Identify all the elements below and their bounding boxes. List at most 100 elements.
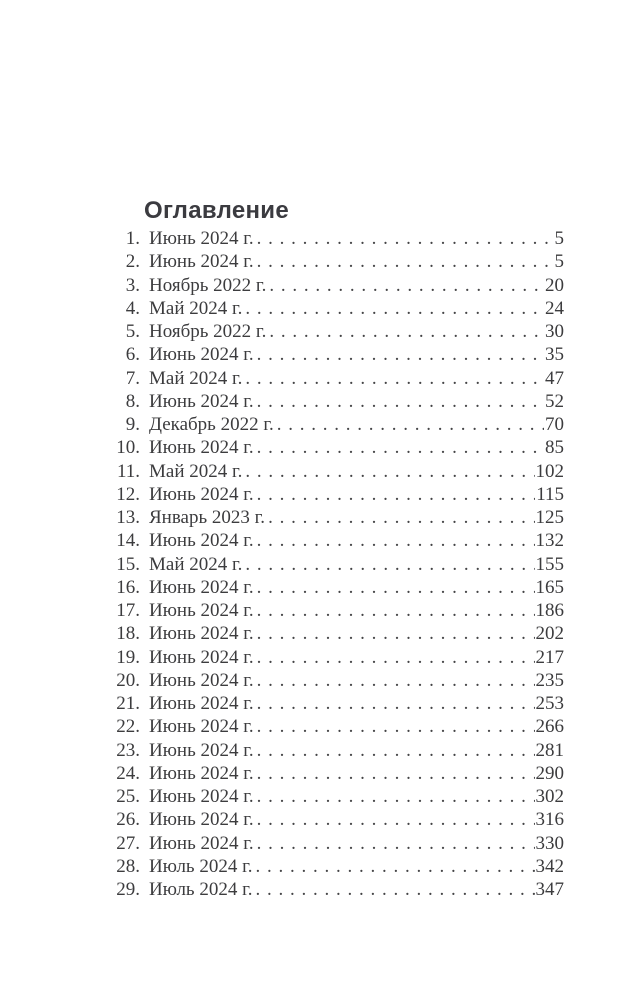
toc-entry: 7. Май 2024 г. 47 xyxy=(103,368,564,391)
toc-entry-label: Июнь 2024 г. xyxy=(149,646,254,668)
toc-entry-number: 3. xyxy=(125,274,140,296)
toc-entry-number: 17. xyxy=(116,600,140,621)
toc-entry-page: 85 xyxy=(545,437,564,459)
toc-entry-label: Июнь 2024 г. xyxy=(149,483,254,505)
toc-entry-page: 316 xyxy=(535,809,565,831)
toc-entry-number: 1. xyxy=(125,228,140,249)
toc-entry-page: 125 xyxy=(535,507,565,528)
dot-leader xyxy=(257,530,535,552)
toc-entry-number: 29. xyxy=(116,879,140,900)
dot-leader xyxy=(257,809,535,831)
toc-entry: 27. Июнь 2024 г. 330 xyxy=(103,833,564,856)
toc-entry: 2. Июнь 2024 г. 5 xyxy=(103,251,564,274)
toc-entry-page: 30 xyxy=(545,321,564,342)
toc-entry-label: Июнь 2024 г. xyxy=(149,390,254,412)
toc-entry-page: 186 xyxy=(535,600,565,621)
toc-entry-page: 235 xyxy=(535,669,565,691)
toc-entry: 21. Июнь 2024 г. 253 xyxy=(103,693,564,716)
toc-entry-label: Июнь 2024 г. xyxy=(149,530,254,552)
dot-leader xyxy=(257,391,544,413)
toc-entry: 8. Июнь 2024 г. 52 xyxy=(103,391,564,414)
toc-entry-page: 281 xyxy=(535,739,565,761)
toc-entry: 24. Июнь 2024 г. 290 xyxy=(103,763,564,786)
dot-leader xyxy=(257,833,535,855)
toc-entry-label: Июнь 2024 г. xyxy=(149,576,254,598)
dot-leader xyxy=(269,321,544,343)
toc-entry-page: 24 xyxy=(545,297,564,319)
dot-leader xyxy=(245,461,534,483)
toc-entry: 1. Июнь 2024 г. 5 xyxy=(103,228,564,251)
dot-leader xyxy=(256,879,535,901)
toc-entry-label: Июнь 2024 г. xyxy=(149,437,254,459)
dot-leader xyxy=(257,437,544,459)
toc-entry: 5. Ноябрь 2022 г. 30 xyxy=(103,321,564,344)
toc-entry: 12. Июнь 2024 г. 115 xyxy=(103,484,564,507)
toc-entry: 10. Июнь 2024 г. 85 xyxy=(103,437,564,460)
toc-entry-number: 14. xyxy=(116,530,140,552)
toc-entry-page: 302 xyxy=(535,786,565,807)
toc-entry-number: 7. xyxy=(125,367,140,389)
dot-leader xyxy=(257,716,535,738)
dot-leader xyxy=(257,484,536,506)
toc-entry-number: 13. xyxy=(116,507,140,528)
toc-entry: 15. Май 2024 г. 155 xyxy=(103,554,564,577)
toc-entry-page: 330 xyxy=(535,832,565,854)
toc-entry-page: 132 xyxy=(535,530,565,552)
toc-entry-label: Июнь 2024 г. xyxy=(149,832,254,854)
dot-leader xyxy=(257,647,535,669)
toc-entry-page: 217 xyxy=(535,646,565,668)
toc-entry-number: 5. xyxy=(125,321,140,342)
toc-entry-number: 24. xyxy=(116,762,140,784)
dot-leader xyxy=(245,298,544,320)
toc-entry-number: 2. xyxy=(125,251,140,273)
toc-entry: 19. Июнь 2024 г. 217 xyxy=(103,647,564,670)
dot-leader xyxy=(257,251,554,273)
toc-entry-label: Май 2024 г. xyxy=(149,553,243,575)
toc-entry-number: 20. xyxy=(116,669,140,691)
toc-entry: 28. Июль 2024 г. 342 xyxy=(103,856,564,879)
toc-entry-label: Ноябрь 2022 г. xyxy=(149,321,267,342)
toc-entry-label: Июнь 2024 г. xyxy=(149,786,254,807)
toc-entry-label: Май 2024 г. xyxy=(149,367,243,389)
toc-entry: 9. Декабрь 2022 г. 70 xyxy=(103,414,564,437)
toc-entry-page: 35 xyxy=(545,344,564,366)
toc-entry: 29. Июль 2024 г. 347 xyxy=(103,879,564,902)
toc-entry-label: Декабрь 2022 г. xyxy=(149,414,274,435)
toc-entry: 16. Июнь 2024 г. 165 xyxy=(103,577,564,600)
toc-entry: 17. Июнь 2024 г. 186 xyxy=(103,600,564,623)
toc-entry: 20. Июнь 2024 г. 235 xyxy=(103,670,564,693)
toc-entry-number: 9. xyxy=(125,414,140,435)
toc-entry-page: 5 xyxy=(554,251,565,273)
toc-entry-number: 26. xyxy=(116,809,140,831)
toc-entry-page: 165 xyxy=(535,576,565,598)
toc-entry-page: 253 xyxy=(535,693,565,714)
toc-entry: 22. Июнь 2024 г. 266 xyxy=(103,716,564,739)
toc-entry: 18. Июнь 2024 г. 202 xyxy=(103,623,564,646)
toc-entry-number: 15. xyxy=(116,553,140,575)
toc-entry: 25. Июнь 2024 г. 302 xyxy=(103,786,564,809)
toc-entry: 4. Май 2024 г. 24 xyxy=(103,298,564,321)
toc-entry-label: Июнь 2024 г. xyxy=(149,344,254,366)
toc-entry-number: 12. xyxy=(116,483,140,505)
toc-entry-page: 70 xyxy=(545,414,564,435)
toc-entry-page: 290 xyxy=(535,762,565,784)
dot-leader xyxy=(257,623,535,645)
dot-leader xyxy=(257,693,535,715)
toc-entry-label: Июнь 2024 г. xyxy=(149,251,254,273)
dot-leader xyxy=(245,368,544,390)
toc-entry-number: 28. xyxy=(116,855,140,877)
toc-entry-number: 11. xyxy=(116,460,140,482)
dot-leader xyxy=(257,740,535,762)
toc-entry-label: Июль 2024 г. xyxy=(149,855,253,877)
toc-entry: 6. Июнь 2024 г. 35 xyxy=(103,344,564,367)
dot-leader xyxy=(257,577,535,599)
toc-entry-number: 23. xyxy=(116,739,140,761)
dot-leader xyxy=(257,600,535,622)
toc-entry-label: Май 2024 г. xyxy=(149,297,243,319)
toc-entry-label: Июнь 2024 г. xyxy=(149,600,254,621)
toc-entry-label: Июль 2024 г. xyxy=(149,879,253,900)
toc-entry-page: 47 xyxy=(545,367,564,389)
toc-entry-number: 18. xyxy=(116,623,140,645)
toc-entry-label: Июнь 2024 г. xyxy=(149,623,254,645)
